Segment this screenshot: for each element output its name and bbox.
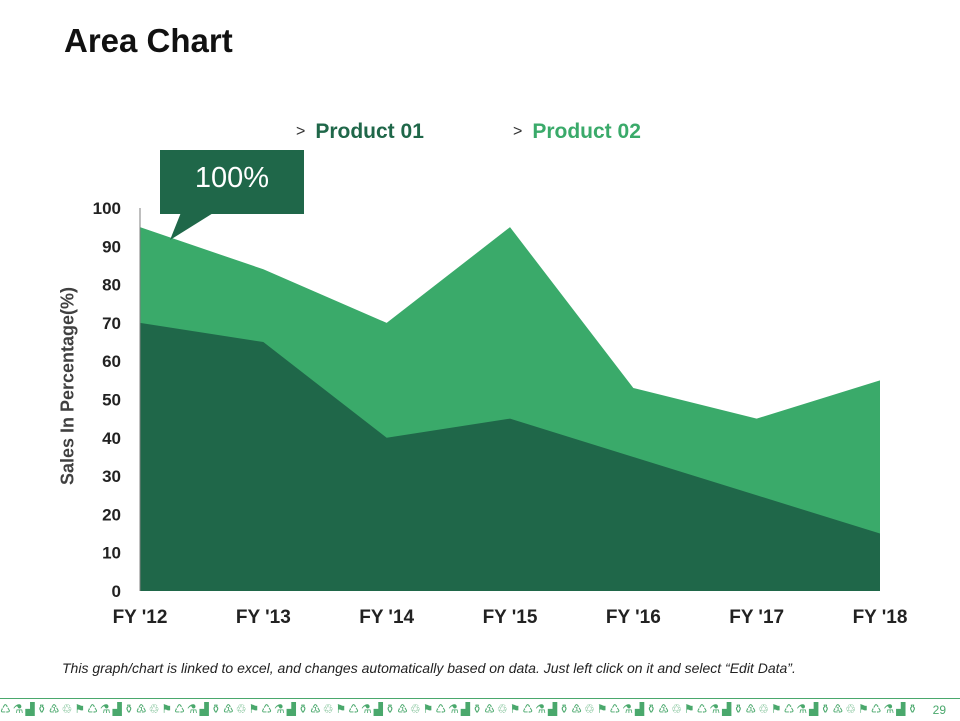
y-tick-label: 70 xyxy=(102,314,121,333)
x-tick-label: FY '13 xyxy=(236,607,291,628)
y-tick-label: 10 xyxy=(102,544,121,563)
chevron-right-icon: > xyxy=(296,123,306,140)
footer-pattern-icon: ♺⚗▟⚱♳♲⚑♺⚗▟⚱♳♲⚑♺⚗▟⚱♳♲⚑♺⚗▟⚱♳♲⚑♺⚗▟⚱♳♲⚑♺⚗▟⚱♳… xyxy=(0,702,920,716)
y-tick-label: 30 xyxy=(102,467,121,486)
footnote: This graph/chart is linked to excel, and… xyxy=(62,660,796,676)
chevron-right-icon: > xyxy=(513,123,523,140)
callout-badge: 100% xyxy=(160,150,304,214)
y-tick-label: 0 xyxy=(112,582,121,601)
x-tick-label: FY '15 xyxy=(483,607,538,628)
x-tick-label: FY '16 xyxy=(606,607,661,628)
y-axis-title: Sales In Percentage(%) xyxy=(57,286,78,486)
y-tick-label: 90 xyxy=(102,237,121,256)
area-chart: 0 10 20 30 40 50 60 70 80 90 100 FY '12 FY '13 FY '1… xyxy=(93,199,908,628)
legend-item-product-01[interactable]: > Product 01 xyxy=(296,118,424,146)
x-tick-label: FY '12 xyxy=(113,607,168,628)
area-series-product-01[interactable] xyxy=(140,322,880,591)
y-tick-label: 80 xyxy=(102,276,121,295)
legend-label-product-02: Product 02 xyxy=(532,120,641,143)
y-tick-label: 50 xyxy=(102,391,121,410)
legend-label-product-01: Product 01 xyxy=(315,120,424,143)
y-tick-label: 40 xyxy=(102,429,121,448)
footer-strip: ♺⚗▟⚱♳♲⚑♺⚗▟⚱♳♲⚑♺⚗▟⚱♳♲⚑♺⚗▟⚱♳♲⚑♺⚗▟⚱♳♲⚑♺⚗▟⚱♳… xyxy=(0,698,960,721)
x-tick-label: FY '14 xyxy=(359,607,414,628)
slide-title: Area Chart xyxy=(64,22,233,59)
x-tick-label: FY '17 xyxy=(729,607,784,628)
y-tick-label: 100 xyxy=(93,199,121,218)
page-number: 29 xyxy=(932,703,946,717)
legend-item-product-02[interactable]: > Product 02 xyxy=(513,118,641,146)
y-tick-label: 20 xyxy=(102,505,121,524)
x-tick-label: FY '18 xyxy=(853,607,908,628)
callout-pointer xyxy=(170,210,218,240)
y-tick-label: 60 xyxy=(102,352,121,371)
